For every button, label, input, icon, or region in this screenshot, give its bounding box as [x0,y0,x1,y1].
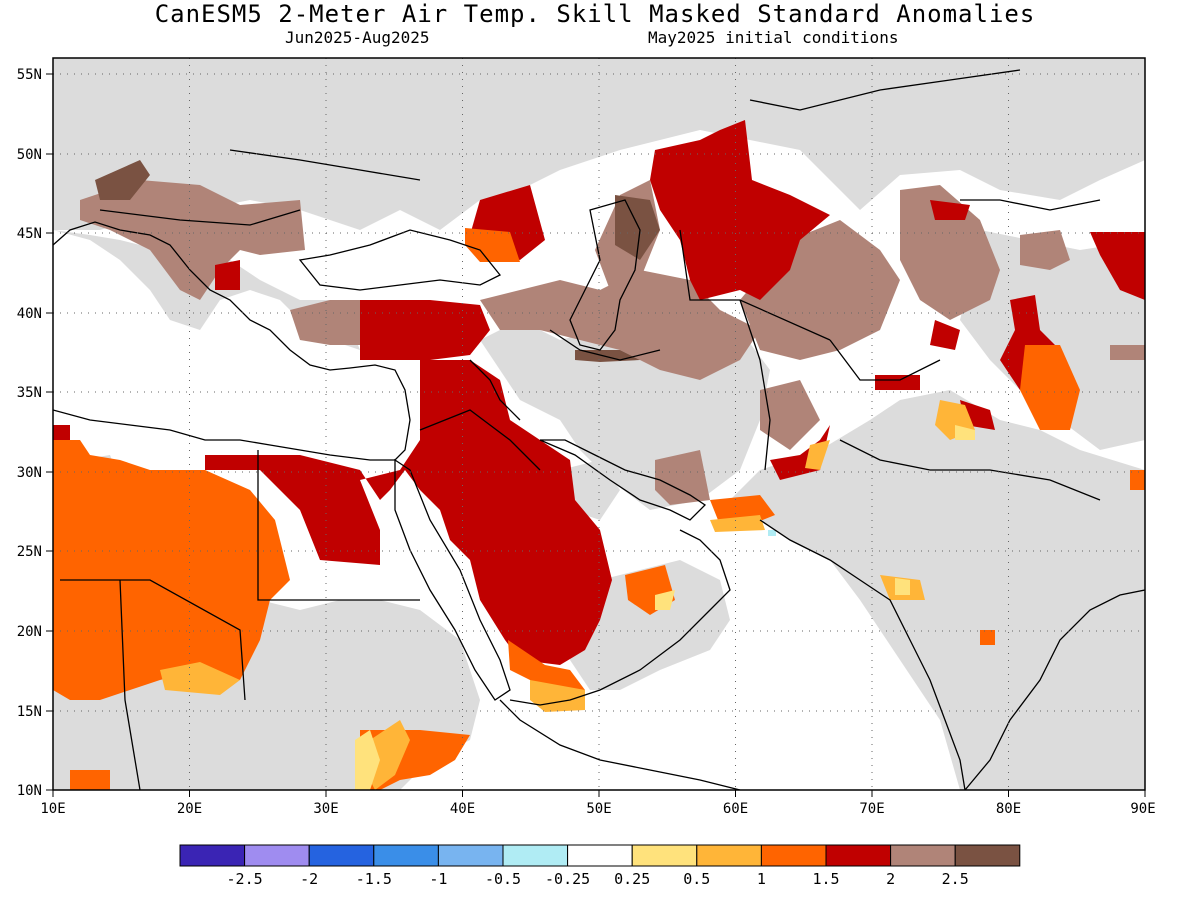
lat-tick-label: 45N [17,226,42,242]
colorbar-label: 2.5 [942,870,969,888]
lat-tick-label: 35N [17,385,42,401]
colorbar-swatch [502,844,569,867]
forecast-period: Jun2025-Aug2025 [285,28,430,47]
lat-tick-label: 40N [17,306,42,322]
colorbar-swatch [760,844,827,867]
lon-tick-label: 80E [996,801,1021,817]
coastlines [53,69,1145,790]
colorbar-swatch [308,844,375,867]
anomaly-1-5 [53,228,1145,790]
lat-labels: 55N 50N 45N 40N 35N 30N 25N 20N 15N 10N [17,67,42,799]
lat-tick-label: 50N [17,147,42,163]
colorbar-label: 0.25 [614,870,650,888]
lat-tick-label: 25N [17,544,42,560]
lon-tick-label: 10E [40,801,65,817]
lon-tick-label: 60E [723,801,748,817]
lat-tick-label: 30N [17,465,42,481]
colorbar-label: 1.5 [812,870,839,888]
lat-tick-label: 15N [17,704,42,720]
colorbar-swatch [890,844,956,867]
anomaly-0-5 [355,425,975,790]
lon-tick-label: 90E [1130,801,1155,817]
lon-tick-label: 70E [859,801,884,817]
colorbar-label: -0.5 [485,870,521,888]
lon-tick-label: 20E [177,801,202,817]
lon-tick-label: 40E [450,801,475,817]
lat-tick-label: 55N [17,67,42,83]
lon-labels: 10E 20E 30E 40E 50E 60E 70E 80E 90E [40,801,1155,817]
colorbar-swatch [696,844,762,867]
lat-tick-label: 20N [17,624,42,640]
anomaly-2 [53,120,1145,670]
colorbar-label: -2 [300,870,318,888]
graticule [53,58,1145,790]
tick-marks [46,73,1146,797]
colorbar-swatch [567,844,633,867]
lon-tick-label: 30E [313,801,338,817]
colorbar-label: -1 [429,870,447,888]
colorbar-swatch [179,844,246,867]
colorbar-label: 1 [757,870,766,888]
colorbar-label: 2 [886,870,895,888]
lat-tick-label: 10N [17,783,42,799]
colorbar-label: 0.5 [683,870,710,888]
colorbar-swatch [954,844,1021,867]
colorbar-swatch [244,844,310,867]
colorbar-swatch [631,844,698,867]
lon-tick-label: 50E [586,801,611,817]
map-field [53,58,1145,790]
colorbar-swatch [373,844,439,867]
colorbar-label: -1.5 [356,870,392,888]
colorbar-swatch [437,844,504,867]
colorbar: -2.5 -2 -1.5 -1 -0.5 -0.25 0.25 0.5 1 1.5 2 2.5 [179,844,1021,888]
colorbar-label: -2.5 [227,870,263,888]
initial-conditions: May2025 initial conditions [648,28,899,47]
map-title: CanESM5 2-Meter Air Temp. Skill Masked S… [154,0,1036,28]
anomaly-neg-0-25 [768,530,776,536]
colorbar-swatch [825,844,892,867]
colorbar-label: -0.25 [545,870,590,888]
